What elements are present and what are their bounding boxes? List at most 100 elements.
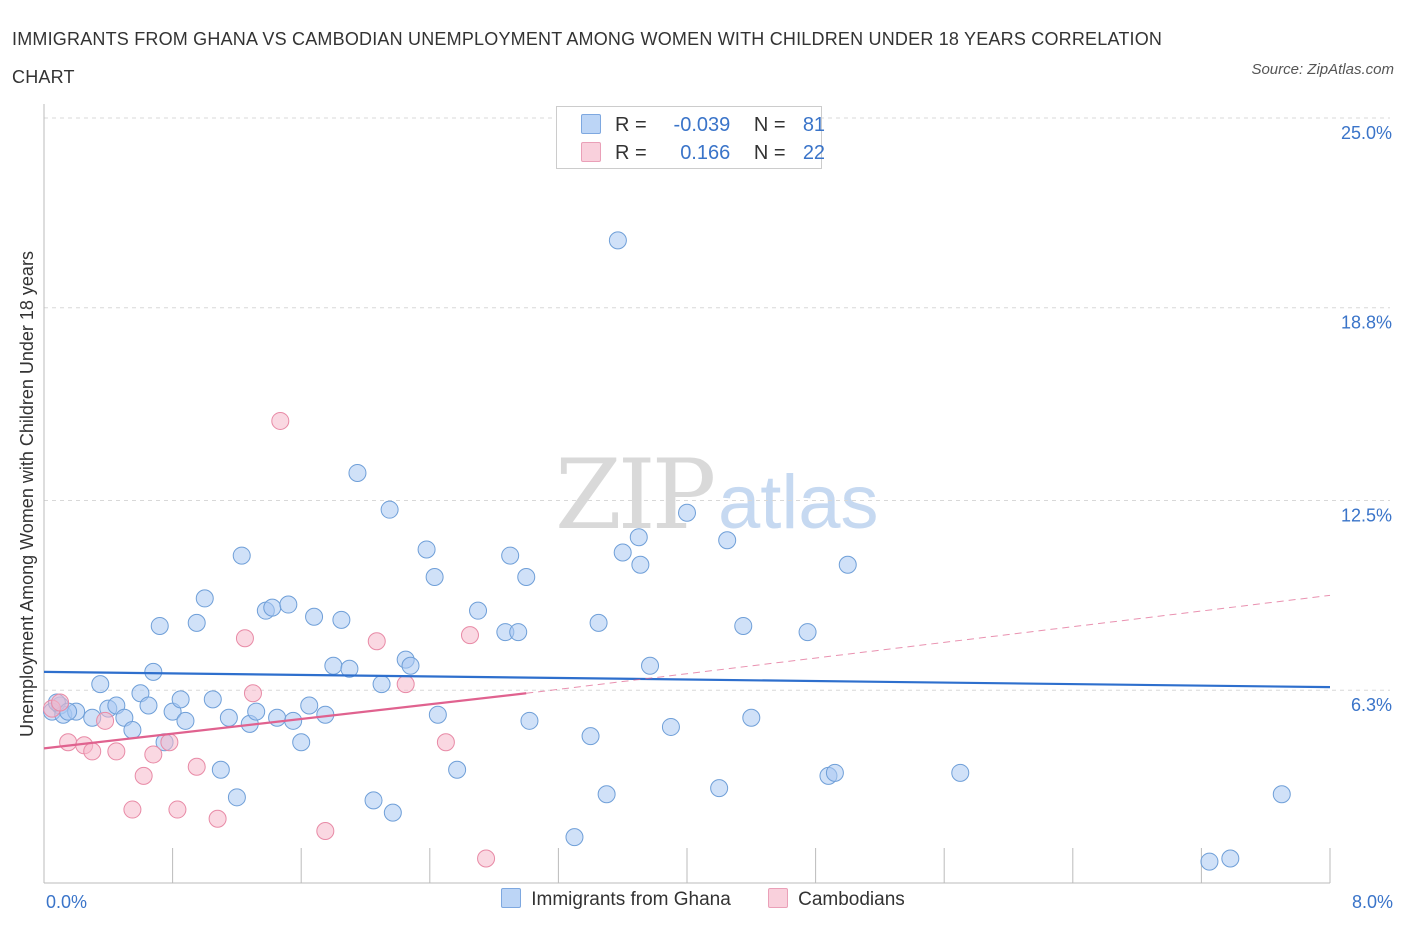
point-ghana: [383, 803, 402, 822]
point-ghana: [718, 531, 737, 550]
legend-swatch-ghana: [501, 888, 522, 908]
point-ghana: [340, 659, 359, 678]
legend-r-label: R =: [615, 142, 647, 164]
point-ghana: [597, 785, 616, 804]
trend-extension-cambodians: [526, 594, 1331, 694]
point-ghana: [305, 607, 324, 626]
legend-r-label: R =: [615, 114, 647, 136]
chart-title: IMMIGRANTS FROM GHANA VS CAMBODIAN UNEMP…: [12, 29, 1163, 87]
point-ghana: [734, 616, 753, 635]
point-ghana: [951, 763, 970, 782]
point-ghana: [195, 589, 214, 608]
legend-n-label: N =: [753, 114, 786, 136]
point-ghana: [825, 763, 844, 782]
point-cambodians: [187, 757, 206, 776]
trendline-cambodians: [43, 692, 527, 750]
legend-n-value-cambodians: 22: [802, 142, 826, 164]
point-cambodians: [107, 742, 126, 761]
point-ghana: [428, 705, 447, 724]
legend-swatch-ghana: [581, 114, 601, 134]
point-ghana: [798, 623, 817, 642]
point-ghana: [678, 503, 696, 522]
point-ghana: [417, 540, 436, 559]
point-cambodians: [123, 800, 142, 819]
point-cambodians: [316, 821, 335, 840]
point-cambodians: [83, 742, 102, 761]
y-tick-label: 25.0%: [1341, 123, 1392, 143]
point-ghana: [589, 613, 608, 632]
point-ghana: [401, 656, 420, 675]
legend-label-ghana: Immigrants from Ghana: [531, 889, 731, 910]
point-ghana: [227, 788, 246, 807]
point-ghana: [838, 555, 857, 574]
legend-swatch-cambodians: [581, 142, 601, 162]
point-ghana: [150, 616, 169, 635]
point-ghana: [629, 528, 648, 547]
point-ghana: [187, 613, 206, 632]
point-cambodians: [144, 745, 163, 764]
point-ghana: [641, 656, 660, 675]
legend-n-value-ghana: 81: [802, 114, 826, 136]
point-cambodians: [208, 809, 227, 828]
point-ghana: [501, 546, 520, 565]
point-ghana: [517, 568, 536, 586]
point-ghana: [509, 623, 528, 642]
point-ghana: [279, 595, 298, 614]
point-ghana: [300, 696, 319, 715]
legend-n-label: N =: [753, 142, 786, 164]
point-ghana: [364, 791, 383, 810]
point-cambodians: [235, 629, 254, 648]
watermark-atlas: atlas: [718, 460, 879, 545]
point-cambodians: [51, 693, 70, 712]
point-ghana: [1272, 785, 1291, 804]
point-ghana: [1221, 849, 1240, 868]
point-ghana: [123, 721, 142, 739]
point-cambodians: [477, 849, 496, 868]
point-ghana: [324, 656, 343, 675]
point-ghana: [211, 760, 230, 779]
series-legend: Immigrants from Ghana Cambodians: [0, 888, 1406, 911]
point-ghana: [661, 717, 680, 736]
y-tick-label: 12.5%: [1341, 506, 1392, 526]
point-ghana: [171, 690, 190, 709]
point-ghana: [203, 690, 222, 709]
point-ghana: [613, 543, 632, 562]
point-ghana: [710, 779, 729, 798]
point-cambodians: [460, 626, 479, 645]
point-ghana: [144, 662, 163, 681]
point-ghana: [176, 711, 195, 730]
point-ghana: [247, 702, 266, 721]
point-cambodians: [367, 632, 386, 651]
point-ghana: [608, 231, 627, 250]
y-tick-label: 6.3%: [1351, 695, 1392, 715]
point-ghana: [292, 733, 311, 752]
point-ghana: [348, 463, 367, 482]
x-tick-label: 8.0%: [1352, 892, 1393, 912]
point-ghana: [139, 696, 158, 715]
point-ghana: [91, 675, 110, 694]
legend-item-ghana: Immigrants from Ghana: [501, 888, 731, 911]
legend-row-cambodians: R = 0.166 N = 22: [581, 142, 825, 164]
point-ghana: [448, 760, 467, 779]
point-cambodians: [160, 733, 179, 752]
source-label: Source: ZipAtlas.com: [1251, 61, 1394, 78]
point-ghana: [332, 610, 351, 629]
point-ghana: [469, 601, 488, 620]
point-cambodians: [271, 411, 290, 430]
legend-swatch-cambodians: [768, 888, 789, 908]
point-cambodians: [396, 675, 415, 694]
y-axis-label: Unemployment Among Women with Children U…: [17, 251, 37, 737]
point-cambodians: [96, 711, 115, 730]
y-tick-label: 18.8%: [1341, 313, 1392, 333]
point-ghana: [219, 708, 238, 727]
point-cambodians: [134, 766, 153, 785]
point-ghana: [268, 708, 287, 727]
point-ghana: [232, 546, 251, 565]
legend-item-cambodians: Cambodians: [768, 888, 905, 911]
point-ghana: [581, 727, 600, 746]
trendline-ghana: [43, 670, 1331, 689]
point-ghana: [380, 500, 399, 519]
point-ghana: [1200, 852, 1219, 871]
point-cambodians: [436, 733, 455, 752]
